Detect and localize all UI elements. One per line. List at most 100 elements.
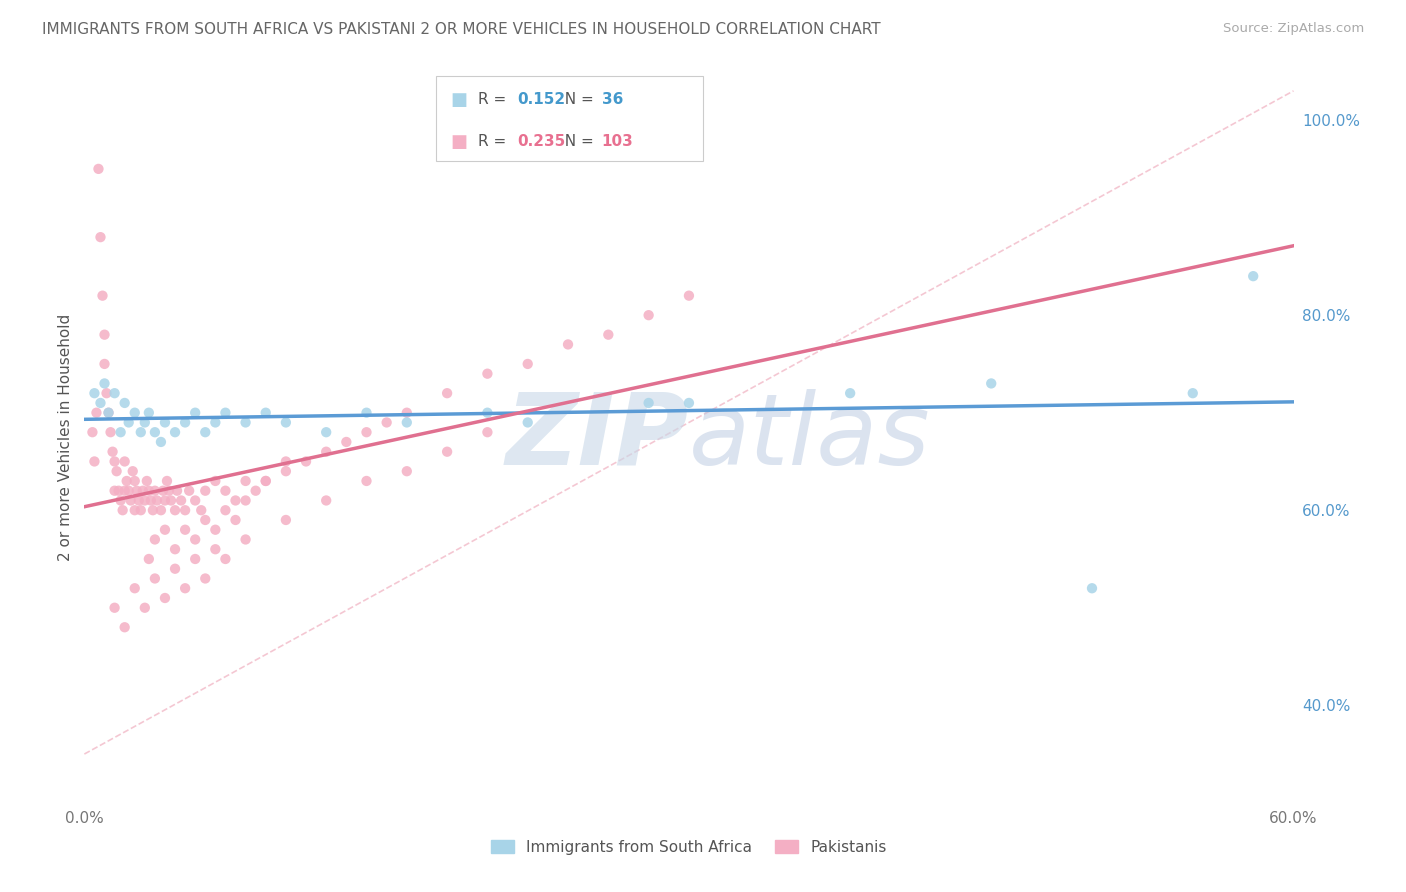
Point: [516, 357, 538, 371]
Text: R =: R =: [478, 92, 512, 107]
Text: 36: 36: [602, 92, 623, 107]
Point: [170, 493, 193, 508]
Point: [105, 464, 128, 478]
Point: [174, 523, 197, 537]
Point: [83, 386, 105, 401]
Point: [214, 483, 236, 498]
Point: [104, 386, 127, 401]
Point: [143, 425, 166, 440]
Point: [152, 483, 174, 498]
Text: atlas: atlas: [689, 389, 931, 485]
Point: [153, 416, 176, 430]
Point: [114, 483, 136, 498]
Point: [194, 513, 217, 527]
Point: [153, 523, 176, 537]
Point: [129, 425, 152, 440]
Point: [101, 444, 124, 458]
Point: [146, 493, 169, 508]
Point: [557, 337, 579, 351]
Point: [174, 581, 197, 595]
Point: [235, 493, 257, 508]
Point: [124, 406, 146, 420]
Point: [114, 454, 136, 468]
Text: R =: R =: [478, 135, 512, 150]
Point: [111, 503, 134, 517]
Point: [118, 483, 141, 498]
Legend: Immigrants from South Africa, Pakistanis: Immigrants from South Africa, Pakistanis: [485, 834, 893, 861]
Point: [134, 493, 156, 508]
Point: [678, 396, 700, 410]
Point: [160, 493, 183, 508]
Point: [149, 434, 172, 449]
Point: [274, 464, 297, 478]
Point: [179, 483, 201, 498]
Point: [107, 483, 129, 498]
Point: [166, 483, 188, 498]
Point: [138, 406, 160, 420]
Point: [356, 474, 378, 488]
Point: [93, 327, 115, 342]
Point: [143, 533, 166, 547]
Point: [315, 493, 337, 508]
Point: [134, 600, 156, 615]
Point: [174, 503, 197, 517]
Text: Source: ZipAtlas.com: Source: ZipAtlas.com: [1223, 22, 1364, 36]
Point: [121, 464, 143, 478]
Point: [254, 406, 277, 420]
Point: [184, 552, 207, 566]
Point: [214, 552, 236, 566]
Point: [124, 474, 146, 488]
Point: [315, 425, 337, 440]
Text: IMMIGRANTS FROM SOUTH AFRICA VS PAKISTANI 2 OR MORE VEHICLES IN HOUSEHOLD CORREL: IMMIGRANTS FROM SOUTH AFRICA VS PAKISTAN…: [42, 22, 880, 37]
Point: [157, 483, 180, 498]
Point: [184, 493, 207, 508]
Text: 0.235: 0.235: [517, 135, 565, 150]
Point: [100, 425, 122, 440]
Point: [225, 513, 247, 527]
Point: [97, 406, 120, 420]
Point: [115, 474, 138, 488]
Text: ZIP: ZIP: [506, 389, 689, 485]
Point: [637, 396, 659, 410]
Point: [184, 406, 207, 420]
Point: [274, 513, 297, 527]
Point: [93, 376, 115, 391]
Point: [204, 474, 226, 488]
Point: [194, 425, 217, 440]
Point: [165, 562, 187, 576]
Text: 0.152: 0.152: [517, 92, 565, 107]
Point: [118, 416, 141, 430]
Point: [1181, 386, 1204, 401]
Point: [120, 493, 142, 508]
Point: [110, 493, 132, 508]
Point: [1081, 581, 1104, 595]
Point: [138, 552, 160, 566]
Point: [142, 503, 165, 517]
Point: [138, 483, 160, 498]
Point: [1241, 269, 1264, 284]
Point: [254, 474, 277, 488]
Point: [436, 444, 458, 458]
Point: [204, 523, 226, 537]
Point: [477, 406, 499, 420]
Point: [165, 542, 187, 557]
Point: [254, 474, 277, 488]
Point: [235, 533, 257, 547]
Point: [235, 416, 257, 430]
Point: [295, 454, 318, 468]
Y-axis label: 2 or more Vehicles in Household: 2 or more Vehicles in Household: [58, 313, 73, 561]
Point: [190, 503, 212, 517]
Point: [143, 483, 166, 498]
Point: [165, 425, 187, 440]
Point: [114, 396, 136, 410]
Text: N =: N =: [555, 92, 599, 107]
Point: [598, 327, 620, 342]
Point: [274, 416, 297, 430]
Point: [93, 357, 115, 371]
Point: [174, 416, 197, 430]
Point: [124, 581, 146, 595]
Point: [436, 386, 458, 401]
Point: [204, 416, 226, 430]
Point: [395, 406, 418, 420]
Point: [356, 425, 378, 440]
